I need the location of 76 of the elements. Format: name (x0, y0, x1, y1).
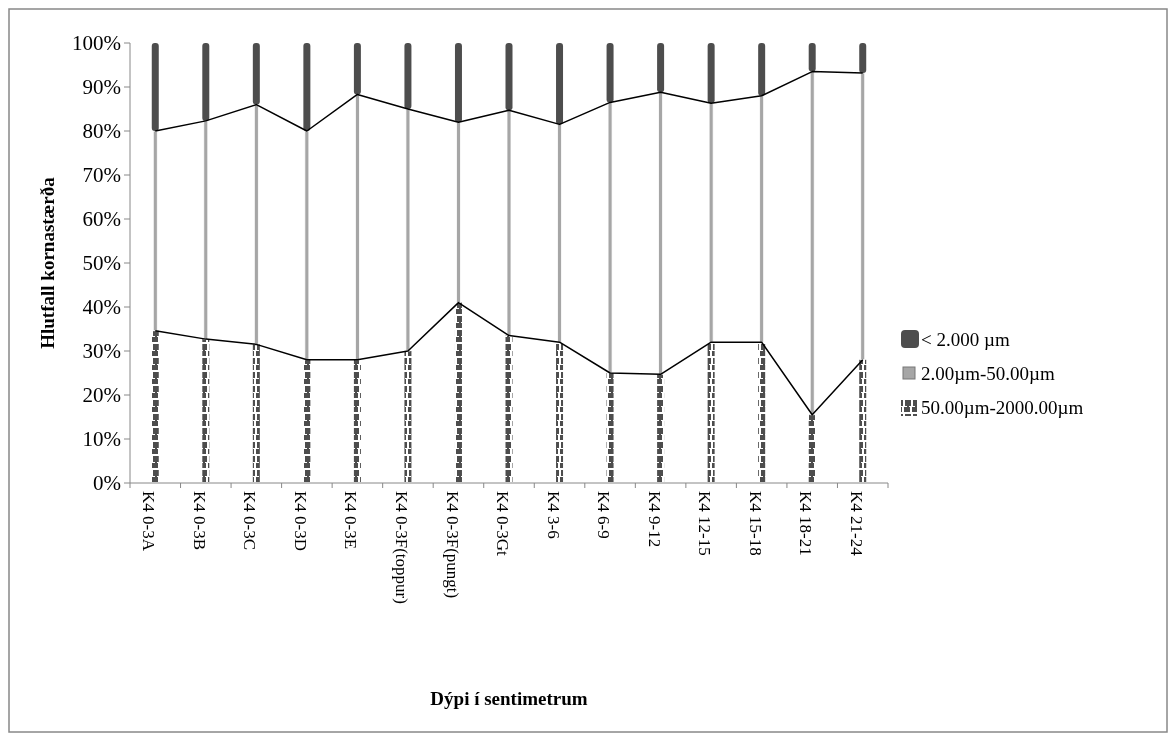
bar (202, 339, 210, 483)
bar (808, 43, 816, 72)
bar (303, 43, 311, 131)
y-tick-label: 0% (93, 471, 121, 496)
x-tick-label: K4 9-12 (644, 491, 664, 548)
bar (557, 124, 562, 343)
bar (657, 43, 665, 93)
bar (658, 91, 663, 375)
bar (203, 120, 209, 340)
y-tick-label: 100% (72, 31, 121, 56)
bar (405, 108, 411, 352)
y-tick-label: 30% (82, 339, 121, 364)
bar (707, 342, 715, 483)
bar (606, 43, 614, 103)
bar (454, 302, 462, 483)
bar (252, 43, 260, 105)
bar (759, 95, 765, 343)
bar (152, 130, 158, 332)
bar (808, 414, 816, 483)
bar (303, 359, 311, 483)
x-tick-label: K4 15-18 (745, 491, 765, 556)
bar (707, 43, 715, 104)
bar (151, 330, 159, 483)
x-tick-label: K4 6-9 (594, 491, 614, 539)
bar (606, 373, 614, 483)
y-tick-label: 60% (82, 207, 121, 232)
x-tick-label: K4 0-3F(pungt) (442, 491, 462, 599)
y-tick-label: 10% (82, 427, 121, 452)
bar (454, 43, 462, 123)
bar (708, 102, 714, 343)
bar (304, 130, 310, 361)
bar (556, 43, 564, 125)
x-tick-label: K4 0-3C (240, 491, 260, 551)
bar (809, 71, 815, 416)
bar (758, 342, 766, 483)
bar (252, 344, 260, 483)
bar (355, 94, 360, 361)
y-tick-label: 50% (82, 251, 121, 276)
x-tick-label: K4 0-3Gt (493, 491, 513, 556)
x-tick-label: K4 0-3D (290, 491, 310, 551)
bar (860, 72, 866, 361)
x-axis-title: Dýpi í sentimetrum (430, 688, 588, 709)
x-tick-label: K4 21-24 (846, 491, 866, 557)
x-tick-label: K4 3-6 (543, 491, 563, 539)
y-axis-title: Hlutfall kornastærða (37, 176, 58, 349)
bar (758, 43, 766, 96)
bar (202, 43, 210, 121)
bar (253, 104, 259, 345)
y-tick-label: 90% (82, 75, 121, 100)
bar (556, 342, 564, 483)
bar (404, 43, 412, 109)
y-tick-label: 70% (82, 163, 121, 188)
legend-label: 50.00µm-2000.00µm (921, 396, 1084, 418)
x-tick-label: K4 12-15 (695, 491, 715, 556)
legend-label: 2.00µm-50.00µm (921, 362, 1055, 384)
bar (859, 359, 867, 483)
y-tick-label: 20% (82, 383, 121, 408)
bar (506, 109, 512, 336)
x-tick-label: K4 0-3E (341, 491, 361, 550)
y-tick-label: 80% (82, 119, 121, 144)
bar (607, 102, 613, 374)
bar (505, 335, 513, 483)
bar (657, 374, 665, 483)
legend-label: < 2.000 µm (921, 328, 1010, 350)
x-tick-label: K4 18-21 (796, 491, 816, 556)
x-tick-label: K4 0-3B (189, 491, 209, 551)
bar (353, 359, 361, 483)
bar (456, 121, 461, 303)
bar (505, 43, 513, 111)
x-tick-label: K4 0-3F(toppur) (392, 491, 412, 604)
bar (859, 43, 867, 73)
bar (404, 351, 412, 483)
bar (151, 43, 159, 131)
y-tick-label: 40% (82, 295, 121, 320)
bar (353, 43, 361, 95)
x-tick-label: K4 0-3A (139, 491, 159, 552)
